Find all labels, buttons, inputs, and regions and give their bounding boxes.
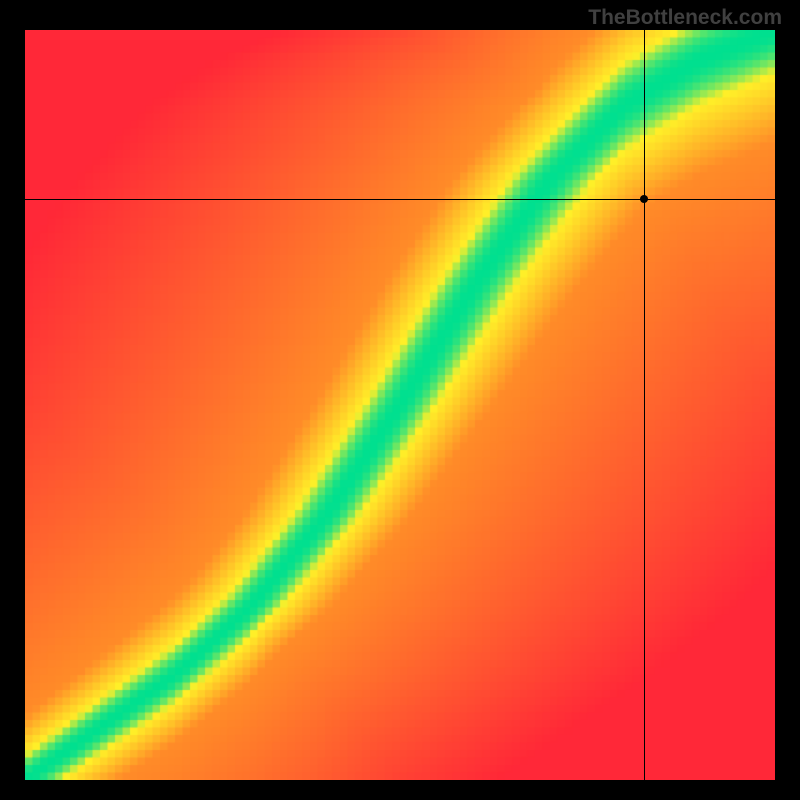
crosshair-horizontal xyxy=(25,199,775,200)
watermark-text: TheBottleneck.com xyxy=(588,6,782,30)
crosshair-vertical xyxy=(644,30,645,780)
crosshair-marker-dot xyxy=(640,195,648,203)
heatmap-plot xyxy=(25,30,775,780)
heatmap-canvas xyxy=(25,30,775,780)
